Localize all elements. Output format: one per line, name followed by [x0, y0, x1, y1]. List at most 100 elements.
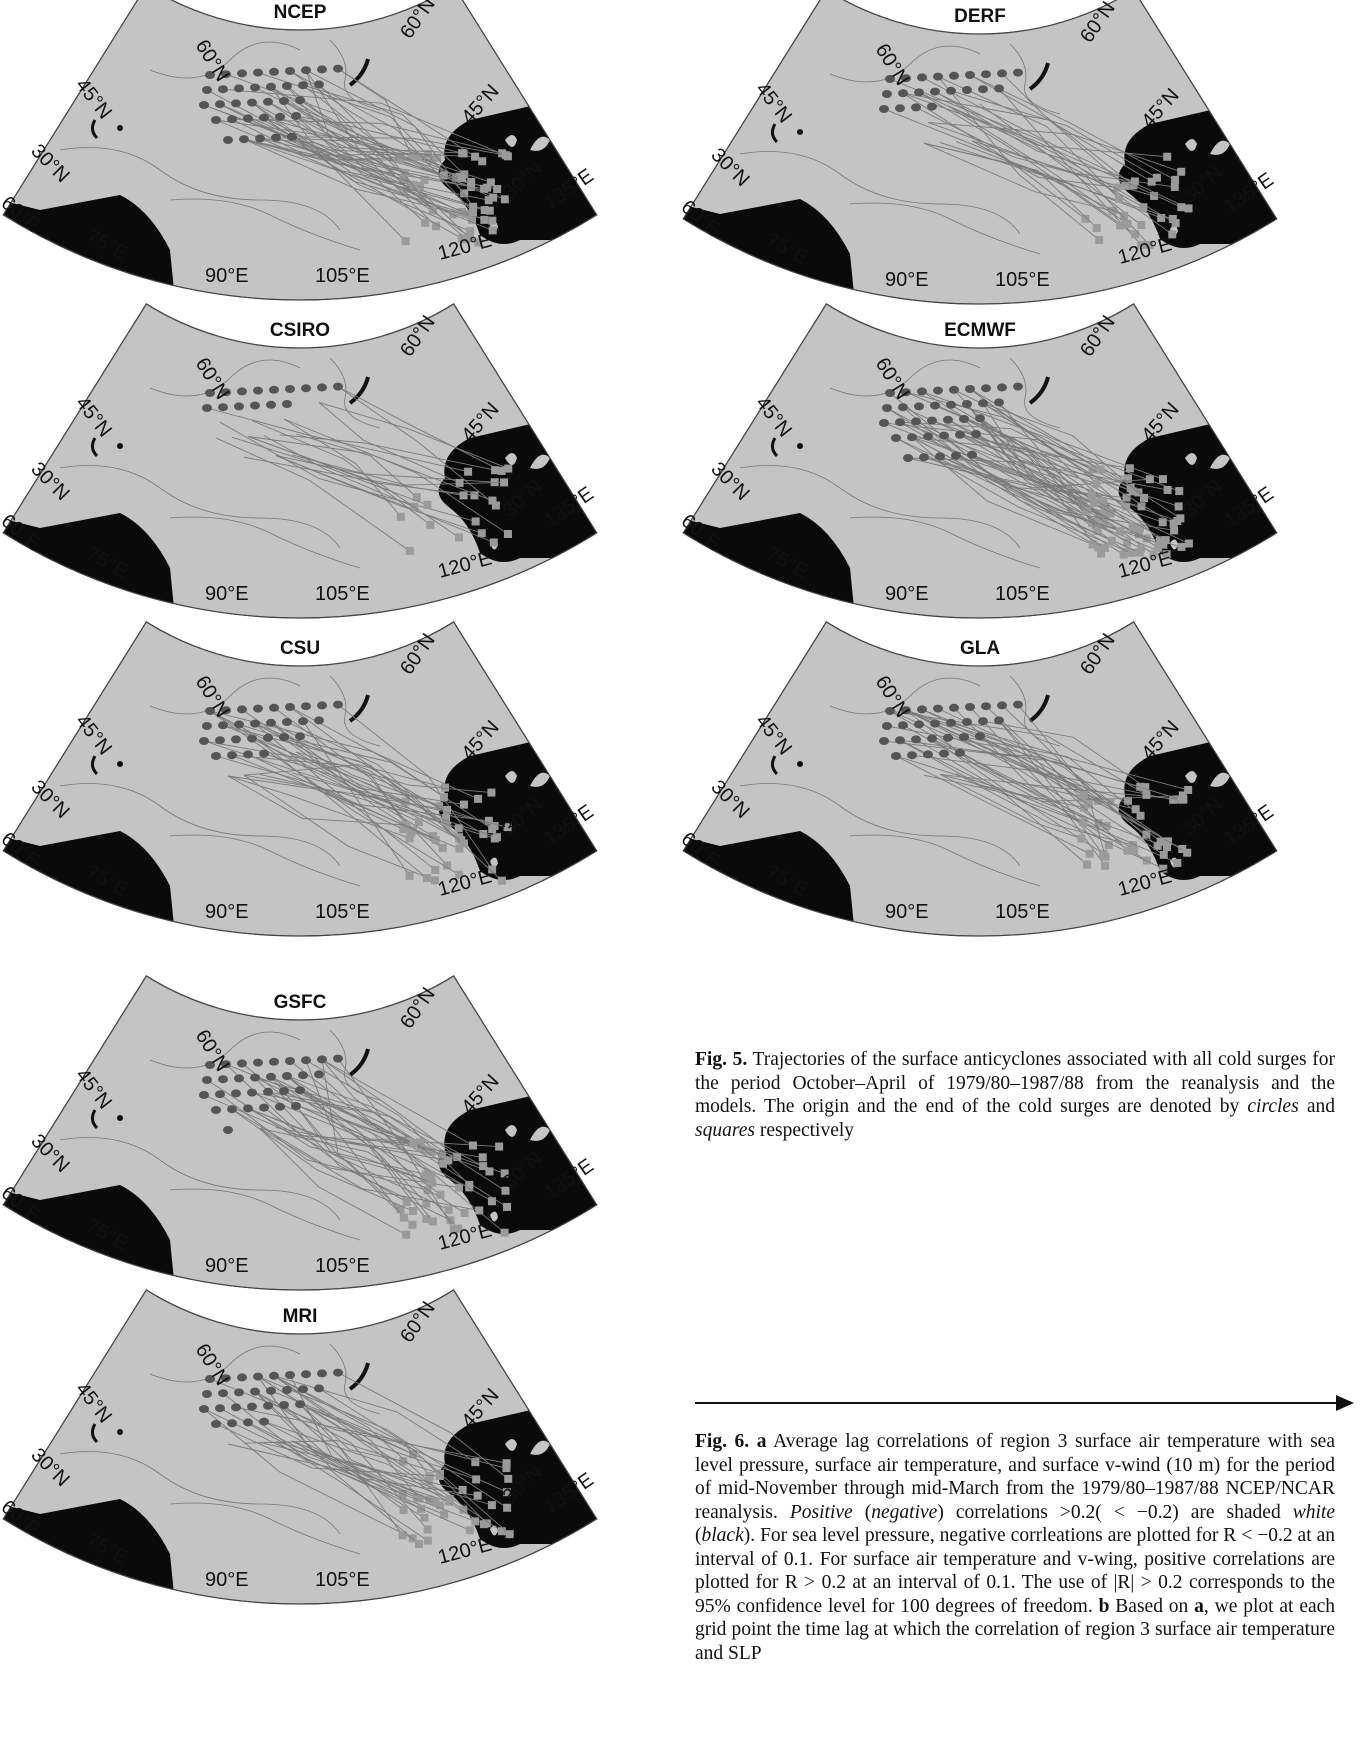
- end-square: [1159, 850, 1168, 859]
- trajectory-line: [283, 418, 509, 535]
- origin-circle: [1013, 382, 1023, 391]
- origin-circle: [218, 1075, 228, 1084]
- end-square: [415, 1540, 424, 1549]
- end-square: [487, 788, 496, 797]
- end-square: [502, 1464, 511, 1473]
- trajectory-line: [227, 775, 410, 839]
- origin-circle: [263, 733, 273, 742]
- end-square: [478, 157, 487, 166]
- origin-circle: [885, 389, 895, 397]
- end-square: [400, 175, 409, 184]
- end-square: [480, 184, 489, 193]
- origin-circle: [301, 384, 311, 393]
- trajectory-line: [243, 1440, 441, 1475]
- trajectory-line: [911, 436, 1130, 469]
- panel-title: CSU: [280, 638, 320, 659]
- end-square: [432, 222, 441, 231]
- trajectory-line: [305, 69, 474, 208]
- end-square: [425, 1472, 434, 1481]
- trajectory-line: [979, 417, 1093, 524]
- fig6-a: a: [756, 1431, 767, 1452]
- origin-circle: [295, 1400, 305, 1409]
- end-square: [443, 821, 452, 830]
- origin-circle: [298, 1385, 308, 1394]
- trajectory-line: [921, 708, 1111, 803]
- origin-circle: [282, 1386, 292, 1394]
- end-square: [440, 783, 449, 792]
- origin-circle: [333, 64, 343, 73]
- end-square: [470, 491, 479, 500]
- contour-line: [829, 359, 981, 397]
- end-square: [503, 1202, 512, 1211]
- taiwan: [505, 267, 513, 280]
- end-square: [1131, 805, 1140, 814]
- trajectory-line: [963, 736, 1141, 817]
- trajectory-line: [227, 775, 407, 826]
- end-square: [466, 227, 475, 236]
- panel-csu: CSU 60°N 45°N 30°N 60°N 45°N 30°N 60°E 75°E 90°E 1…: [0, 621, 600, 937]
- trajectory-line: [337, 386, 502, 472]
- trajectory-line: [283, 736, 445, 798]
- origin-circle: [1013, 68, 1023, 77]
- origin-circle: [282, 400, 292, 408]
- trajectory-line: [918, 92, 1121, 226]
- end-square: [1107, 536, 1116, 545]
- trajectory-line: [209, 710, 460, 876]
- origin-circle: [221, 1060, 231, 1069]
- origin-circle: [917, 705, 927, 714]
- end-square: [480, 215, 489, 224]
- end-square: [457, 173, 466, 182]
- origin-circle: [227, 751, 237, 760]
- origin-circle: [879, 105, 889, 113]
- origin-circle: [901, 388, 911, 397]
- end-square: [401, 237, 410, 246]
- fig6-part4: Based on: [1115, 1595, 1189, 1617]
- origin-circle: [898, 721, 908, 730]
- origin-circle: [205, 389, 215, 397]
- trajectory-line: [905, 709, 1161, 843]
- origin-circle: [215, 1090, 225, 1099]
- end-square: [471, 517, 480, 526]
- trajectory-line: [937, 76, 1120, 200]
- trajectory-line: [905, 709, 1099, 824]
- lake-baikal: [348, 694, 370, 723]
- origin-circle: [250, 401, 260, 410]
- end-square: [1088, 540, 1097, 549]
- end-square: [1122, 502, 1131, 511]
- origin-circle: [223, 1126, 233, 1134]
- origin-circle: [205, 1375, 215, 1383]
- map-border: [682, 621, 1278, 937]
- origin-circle: [263, 1087, 273, 1096]
- trajectory-map: ECMWF60°N45°N30°N60°N45°N30°N60°E75°E90°…: [677, 303, 1278, 619]
- trajectory-line: [902, 406, 1097, 485]
- origin-circle: [202, 404, 212, 412]
- end-square: [1168, 215, 1177, 224]
- end-square: [426, 520, 435, 529]
- end-square: [462, 209, 471, 218]
- origin-circle: [978, 85, 988, 94]
- trajectory-line: [289, 706, 493, 830]
- end-square: [1092, 223, 1101, 232]
- trajectory-line: [947, 105, 1128, 225]
- trajectory-line: [251, 1092, 421, 1143]
- end-square: [502, 1459, 511, 1468]
- origin-circle: [227, 115, 237, 124]
- end-square: [1135, 548, 1144, 557]
- origin-circle: [231, 99, 241, 108]
- origin-circle: [994, 84, 1004, 93]
- map-border: [682, 0, 1278, 305]
- origin-circle: [239, 135, 249, 144]
- origin-circle: [949, 385, 959, 394]
- trajectory-line: [295, 115, 464, 154]
- origin-circle: [269, 1057, 279, 1066]
- end-square: [503, 1503, 512, 1512]
- island: [1210, 772, 1230, 787]
- origin-circle: [997, 69, 1007, 78]
- end-square: [414, 152, 423, 161]
- end-square: [1124, 474, 1133, 483]
- lon-label: 105°E: [315, 1569, 370, 1591]
- trajectory-line: [905, 709, 1084, 796]
- trajectory-line: [257, 1376, 477, 1480]
- end-square: [477, 529, 486, 538]
- trajectory-line: [289, 70, 474, 213]
